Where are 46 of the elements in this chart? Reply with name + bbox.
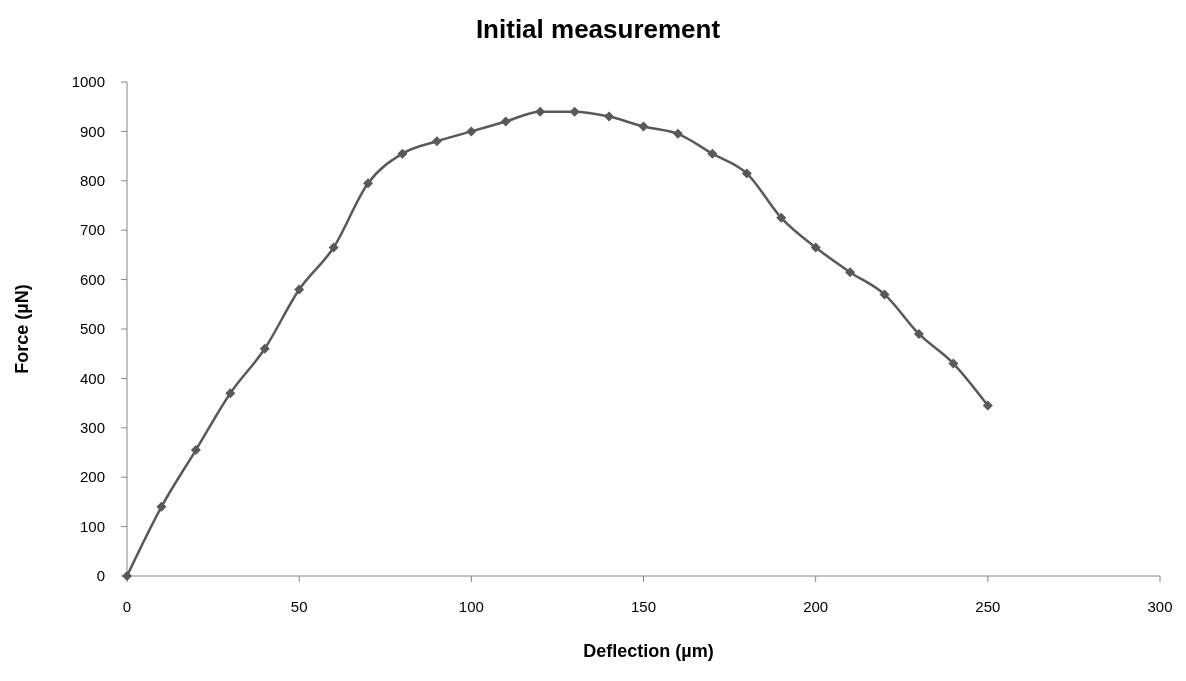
point: [259, 343, 270, 354]
point: [672, 128, 683, 139]
x-tick-label: 150: [630, 598, 657, 615]
point: [535, 106, 546, 117]
point: [604, 111, 615, 122]
chart-title: Initial measurement: [475, 14, 721, 44]
y-tick-label: 300: [79, 419, 105, 437]
point: [397, 148, 408, 159]
point: [431, 136, 442, 147]
y-tick-label: 900: [79, 122, 105, 140]
point: [707, 148, 718, 159]
point: [741, 168, 752, 179]
point: [879, 289, 890, 300]
x-tick-label: 0: [122, 598, 132, 615]
point: [776, 212, 787, 223]
y-tick-label: 0: [96, 567, 105, 585]
point: [500, 116, 511, 127]
y-tick-label: 1000: [71, 73, 105, 91]
point: [225, 388, 236, 399]
point: [156, 501, 167, 512]
x-axis-title: Deflection (µm): [583, 641, 714, 661]
point: [466, 126, 477, 137]
point: [948, 358, 959, 369]
y-tick-label: 100: [79, 517, 105, 535]
point: [190, 445, 201, 456]
point: [569, 106, 580, 117]
point: [294, 284, 305, 295]
point: [913, 328, 924, 339]
point: [810, 242, 821, 253]
x-tick-label: 100: [458, 598, 484, 615]
point: [363, 178, 374, 189]
x-tick-label: 300: [1147, 598, 1173, 615]
x-tick-label: 50: [290, 598, 308, 615]
point: [638, 121, 649, 132]
y-axis-title: Force (µN): [12, 284, 32, 374]
y-tick-label: 400: [79, 369, 105, 387]
x-tick-label: 200: [803, 598, 829, 615]
y-tick-label: 700: [79, 221, 105, 239]
point: [328, 242, 339, 253]
x-tick-label: 250: [975, 598, 1001, 615]
point: [845, 267, 856, 278]
y-tick-label: 600: [79, 270, 105, 288]
point: [982, 400, 993, 411]
y-tick-label: 500: [79, 320, 105, 338]
y-tick-label: 800: [79, 172, 105, 190]
y-tick-label: 200: [79, 468, 105, 486]
